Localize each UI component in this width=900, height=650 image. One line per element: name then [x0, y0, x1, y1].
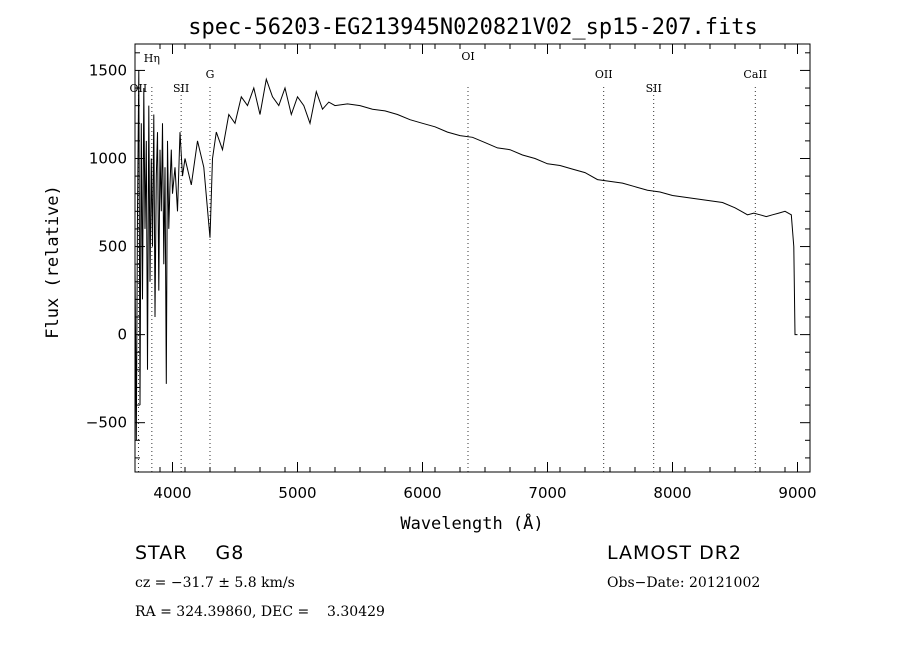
x-tick-label: 8000	[653, 484, 691, 502]
obs-date: Obs−Date: 20121002	[607, 575, 761, 591]
y-tick-label: 1000	[89, 149, 127, 167]
y-tick-label: 0	[117, 326, 127, 344]
line-label: G	[206, 68, 215, 81]
line-label: SII	[173, 82, 189, 95]
survey-name: LAMOST DR2	[607, 542, 742, 564]
object-class: STAR G8	[135, 542, 245, 564]
plot-frame	[134, 43, 811, 473]
line-label: CaII	[743, 68, 767, 81]
chart-title: spec-56203-EG213945N020821V02_sp15-207.f…	[188, 15, 758, 40]
y-tick-label: −500	[86, 414, 127, 432]
line-label: OI	[461, 50, 474, 63]
x-tick-label: 6000	[403, 484, 441, 502]
axis-ticks: 4000 5000 6000 7000 8000 9000 −500 0 500 1000 1500	[86, 44, 817, 502]
y-tick-label: 500	[98, 238, 127, 256]
redshift-cz: cz = −31.7 ± 5.8 km/s	[135, 575, 295, 591]
y-tick-label: 1500	[89, 61, 127, 79]
spectrum-line	[134, 70, 798, 441]
line-label: SII	[646, 82, 662, 95]
y-axis-label: Flux (relative)	[43, 185, 63, 339]
x-tick-label: 9000	[778, 484, 816, 502]
ra-dec: RA = 324.39860, DEC = 3.30429	[135, 604, 385, 620]
x-tick-label: 5000	[278, 484, 316, 502]
line-label: OII	[595, 68, 613, 81]
x-tick-label: 4000	[153, 484, 191, 502]
x-axis-label: Wavelength (Å)	[400, 512, 543, 534]
line-label: Hη	[144, 52, 160, 65]
x-tick-label: 7000	[528, 484, 566, 502]
